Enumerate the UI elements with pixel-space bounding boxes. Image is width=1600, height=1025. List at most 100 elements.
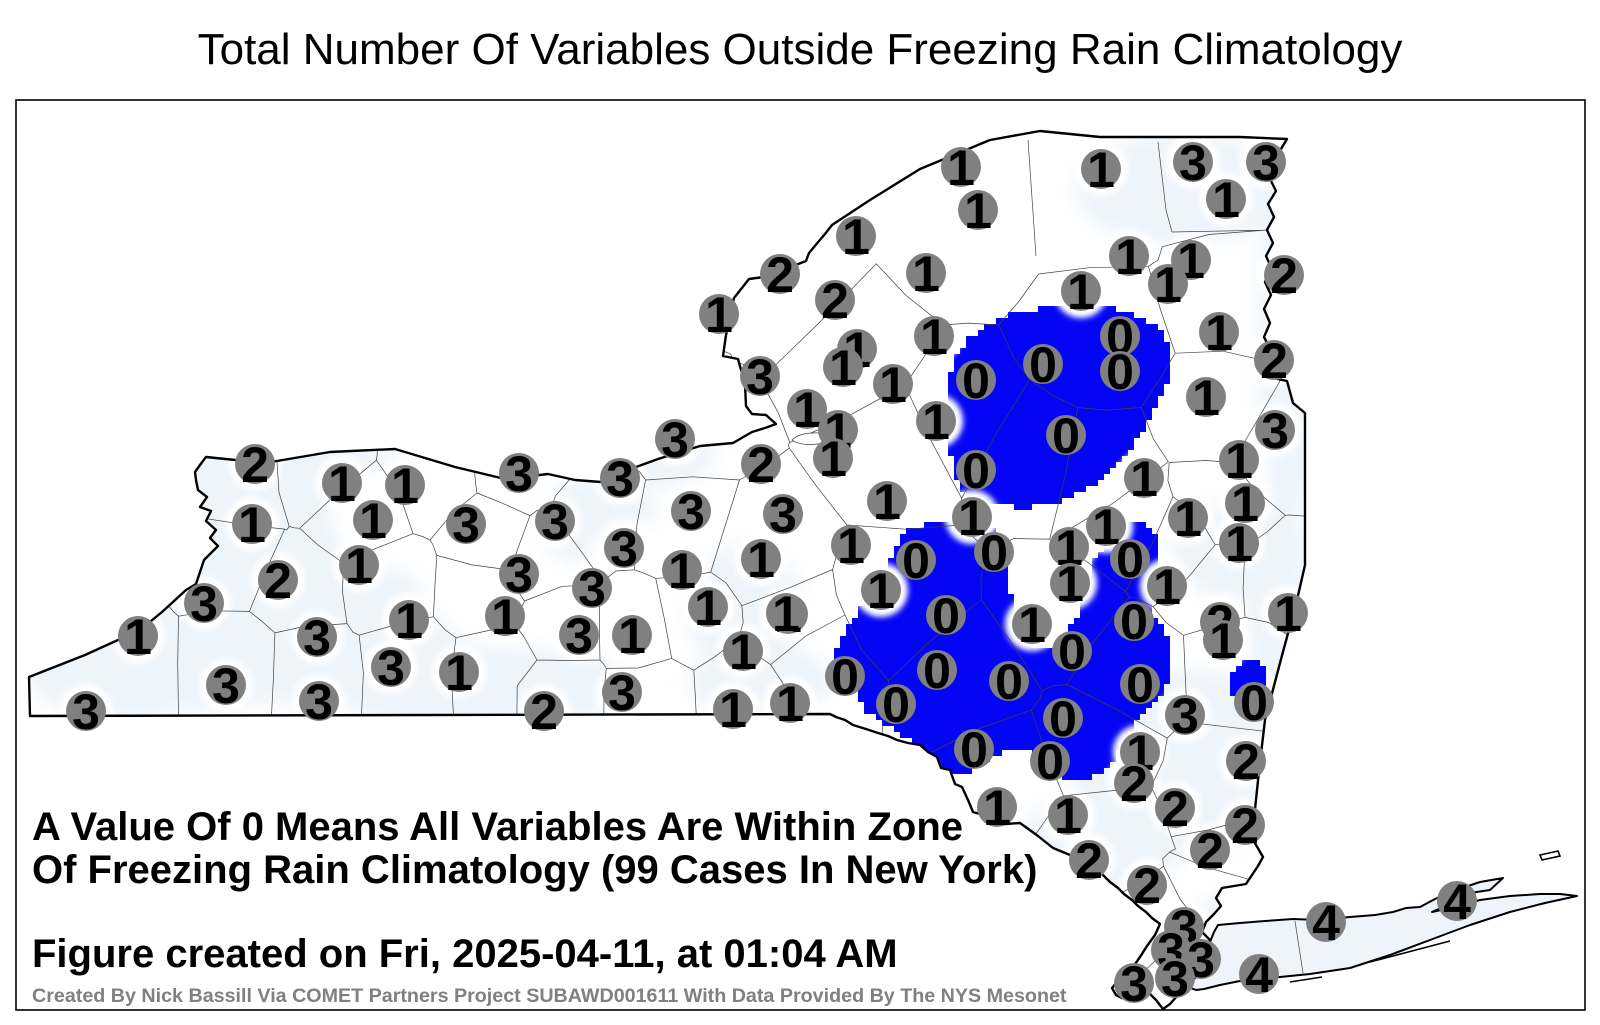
- svg-text:2: 2: [821, 273, 849, 329]
- svg-text:2: 2: [1260, 333, 1288, 389]
- svg-text:1: 1: [829, 340, 857, 396]
- svg-text:0: 0: [962, 353, 990, 409]
- svg-text:3: 3: [452, 497, 480, 553]
- svg-text:3: 3: [377, 640, 405, 696]
- svg-text:1: 1: [793, 382, 821, 438]
- svg-text:3: 3: [305, 674, 333, 730]
- svg-text:1: 1: [747, 532, 775, 588]
- svg-text:1: 1: [345, 538, 373, 594]
- svg-text:0: 0: [980, 525, 1008, 581]
- svg-text:3: 3: [212, 658, 240, 714]
- svg-text:0: 0: [1049, 691, 1077, 747]
- svg-text:1: 1: [922, 394, 950, 450]
- svg-text:3: 3: [190, 576, 218, 632]
- svg-text:1: 1: [1018, 597, 1046, 653]
- svg-text:2: 2: [241, 437, 269, 493]
- svg-text:1: 1: [819, 431, 847, 487]
- svg-text:1: 1: [719, 682, 747, 738]
- svg-text:3: 3: [661, 412, 689, 468]
- svg-text:1: 1: [1212, 172, 1240, 228]
- svg-text:2: 2: [747, 437, 775, 493]
- svg-text:2: 2: [1075, 833, 1103, 889]
- svg-text:3: 3: [578, 561, 606, 617]
- svg-text:3: 3: [541, 494, 569, 550]
- svg-text:1: 1: [328, 456, 356, 512]
- svg-text:3: 3: [610, 521, 638, 577]
- svg-text:2: 2: [1196, 823, 1224, 879]
- svg-text:1: 1: [879, 357, 907, 413]
- svg-text:4: 4: [1443, 874, 1471, 930]
- svg-text:1: 1: [618, 608, 646, 664]
- svg-text:Total Number Of Variables Outs: Total Number Of Variables Outside Freezi…: [198, 25, 1403, 74]
- svg-text:3: 3: [1179, 135, 1207, 191]
- svg-text:0: 0: [831, 649, 859, 705]
- svg-text:1: 1: [1192, 370, 1220, 426]
- svg-text:1: 1: [964, 183, 992, 239]
- svg-text:1: 1: [124, 609, 152, 665]
- svg-text:1: 1: [1231, 476, 1259, 532]
- svg-text:3: 3: [1171, 688, 1199, 744]
- svg-text:1: 1: [668, 543, 696, 599]
- svg-text:3: 3: [72, 684, 100, 740]
- svg-text:4: 4: [1312, 895, 1340, 951]
- svg-text:2: 2: [1270, 248, 1298, 304]
- svg-text:1: 1: [395, 593, 423, 649]
- svg-text:1: 1: [920, 309, 948, 365]
- svg-text:1: 1: [694, 580, 722, 636]
- svg-text:1: 1: [1225, 433, 1253, 489]
- svg-text:2: 2: [1231, 798, 1259, 854]
- svg-text:1: 1: [1067, 264, 1095, 320]
- svg-text:0: 0: [1052, 408, 1080, 464]
- svg-text:0: 0: [1126, 657, 1154, 713]
- svg-text:1: 1: [1153, 559, 1181, 615]
- svg-text:3: 3: [505, 446, 533, 502]
- svg-text:1: 1: [837, 518, 865, 574]
- svg-text:1: 1: [1115, 229, 1143, 285]
- svg-text:1: 1: [1225, 516, 1253, 572]
- svg-text:1: 1: [445, 645, 473, 701]
- svg-text:1: 1: [359, 493, 387, 549]
- svg-text:3: 3: [746, 349, 774, 405]
- svg-text:3: 3: [677, 484, 705, 540]
- svg-text:3: 3: [769, 487, 797, 543]
- svg-text:3: 3: [606, 451, 634, 507]
- svg-text:1: 1: [1154, 257, 1182, 313]
- svg-text:0: 0: [995, 654, 1023, 710]
- svg-text:0: 0: [1116, 532, 1144, 588]
- svg-text:1: 1: [772, 586, 800, 642]
- svg-text:1: 1: [1087, 142, 1115, 198]
- svg-text:1: 1: [1056, 556, 1084, 612]
- svg-text:2: 2: [530, 684, 558, 740]
- svg-text:4: 4: [1245, 947, 1273, 1003]
- svg-text:0: 0: [1240, 675, 1268, 731]
- svg-text:1: 1: [873, 474, 901, 530]
- svg-text:0: 0: [1106, 344, 1134, 400]
- svg-text:0: 0: [882, 677, 910, 733]
- svg-text:0: 0: [960, 722, 988, 778]
- svg-text:3: 3: [505, 547, 533, 603]
- svg-text:0: 0: [902, 533, 930, 589]
- svg-text:1: 1: [491, 589, 519, 645]
- svg-text:0: 0: [1058, 624, 1086, 680]
- svg-text:1: 1: [842, 209, 870, 265]
- svg-text:1: 1: [1209, 613, 1237, 669]
- svg-text:2: 2: [1161, 781, 1189, 837]
- svg-text:1: 1: [391, 458, 419, 514]
- svg-text:1: 1: [776, 676, 804, 732]
- svg-text:3: 3: [565, 608, 593, 664]
- svg-text:3: 3: [303, 610, 331, 666]
- svg-text:1: 1: [1054, 788, 1082, 844]
- svg-text:0: 0: [1120, 594, 1148, 650]
- svg-text:2: 2: [766, 247, 794, 303]
- svg-text:3: 3: [1161, 951, 1189, 1007]
- svg-text:1: 1: [867, 563, 895, 619]
- svg-text:1: 1: [238, 497, 266, 553]
- svg-text:3: 3: [1261, 403, 1289, 459]
- svg-text:1: 1: [1174, 491, 1202, 547]
- svg-text:1: 1: [947, 140, 975, 196]
- svg-text:0: 0: [932, 588, 960, 644]
- svg-text:1: 1: [912, 246, 940, 302]
- svg-text:1: 1: [983, 780, 1011, 836]
- svg-text:2: 2: [1133, 858, 1161, 914]
- svg-text:2: 2: [1120, 756, 1148, 812]
